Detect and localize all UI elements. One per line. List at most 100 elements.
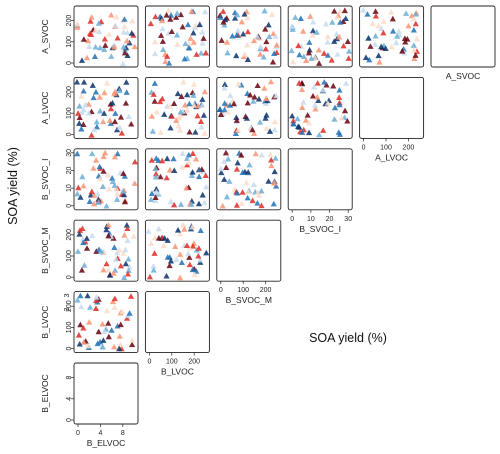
point-triangle — [103, 226, 110, 233]
point-triangle — [244, 41, 251, 48]
point-triangle — [345, 55, 352, 61]
point-triangle — [336, 87, 343, 93]
point-triangle — [166, 262, 173, 269]
point-triangle — [78, 57, 86, 63]
point-triangle — [324, 100, 332, 106]
point-triangle — [223, 39, 231, 45]
point-triangle — [182, 40, 189, 47]
point-triangle — [91, 200, 98, 207]
point-triangle — [190, 39, 197, 45]
point-triangle — [159, 25, 166, 32]
y-tick-label: 8 — [66, 376, 73, 380]
y-tick-label: 0 — [66, 61, 73, 65]
point-triangle — [99, 343, 106, 350]
x-tick-label: 0 — [290, 216, 294, 223]
point-triangle — [190, 29, 197, 36]
point-triangle — [103, 260, 110, 267]
point-triangle — [380, 29, 387, 36]
point-triangle — [244, 99, 251, 106]
x-tick-label: 10 — [307, 216, 315, 223]
point-triangle — [86, 43, 93, 50]
point-triangle — [225, 109, 232, 115]
point-triangle — [333, 14, 341, 20]
point-triangle — [96, 94, 103, 100]
point-triangle — [395, 28, 403, 34]
point-triangle — [245, 169, 252, 175]
point-triangle — [159, 38, 166, 44]
point-triangle — [117, 114, 125, 120]
point-triangle — [174, 41, 181, 47]
point-triangle — [221, 81, 228, 87]
point-triangle — [231, 15, 239, 21]
point-triangle — [81, 262, 88, 268]
point-triangle — [238, 200, 245, 207]
point-triangle — [220, 19, 227, 25]
panel-B_SVOC_I-1 — [144, 148, 210, 211]
point-triangle — [186, 254, 193, 260]
point-triangle — [167, 16, 174, 22]
point-triangle — [333, 31, 340, 37]
point-triangle — [342, 80, 350, 86]
point-triangle — [117, 262, 124, 269]
point-triangle — [251, 93, 258, 100]
point-triangle — [260, 53, 267, 60]
point-triangle — [96, 175, 104, 182]
point-triangle — [184, 21, 192, 28]
point-triangle — [336, 33, 343, 40]
point-triangle — [152, 38, 159, 45]
point-triangle — [153, 188, 160, 195]
point-triangle — [249, 197, 256, 204]
point-triangle — [76, 114, 83, 121]
point-triangle — [257, 43, 264, 50]
point-triangle — [118, 129, 125, 136]
point-triangle — [95, 328, 102, 335]
point-triangle — [288, 23, 295, 30]
point-triangle — [150, 267, 157, 273]
point-triangle — [244, 28, 251, 35]
point-triangle — [74, 190, 81, 197]
point-triangle — [116, 345, 123, 352]
point-triangle — [181, 226, 188, 232]
point-triangle — [243, 179, 250, 186]
point-triangle — [176, 274, 184, 281]
point-triangle — [93, 248, 100, 254]
point-triangle — [299, 104, 306, 111]
y-tick-label: 20 — [66, 166, 73, 174]
point-triangle — [157, 98, 164, 105]
point-triangle — [101, 35, 108, 42]
point-triangle — [324, 39, 331, 45]
point-triangle — [123, 37, 131, 44]
point-triangle — [243, 115, 250, 121]
point-triangle — [155, 235, 162, 241]
point-triangle — [149, 128, 156, 134]
point-triangle — [129, 337, 136, 343]
point-triangle — [122, 260, 129, 267]
point-triangle — [80, 239, 87, 246]
point-triangle — [309, 27, 317, 34]
point-triangle — [382, 45, 389, 51]
point-triangle — [174, 90, 181, 97]
point-triangle — [129, 341, 136, 348]
point-triangle — [125, 255, 132, 262]
point-triangle — [77, 321, 84, 328]
point-triangle — [216, 106, 224, 112]
point-triangle — [172, 243, 179, 249]
point-triangle — [92, 88, 100, 95]
point-triangle — [183, 242, 191, 249]
point-triangle — [255, 192, 263, 198]
point-triangle — [410, 15, 417, 22]
point-triangle — [375, 22, 382, 29]
point-triangle — [130, 233, 137, 239]
point-triangle — [375, 52, 382, 59]
point-triangle — [201, 130, 208, 136]
point-triangle — [315, 60, 323, 66]
point-triangle — [176, 230, 184, 237]
point-triangle — [121, 173, 128, 179]
point-triangle — [402, 10, 410, 16]
point-triangle — [223, 164, 230, 171]
point-triangle — [372, 41, 379, 47]
point-triangle — [86, 319, 93, 325]
diag-variable-label: B_LVOC — [161, 367, 194, 377]
point-triangle — [148, 157, 155, 163]
point-triangle — [110, 270, 117, 276]
